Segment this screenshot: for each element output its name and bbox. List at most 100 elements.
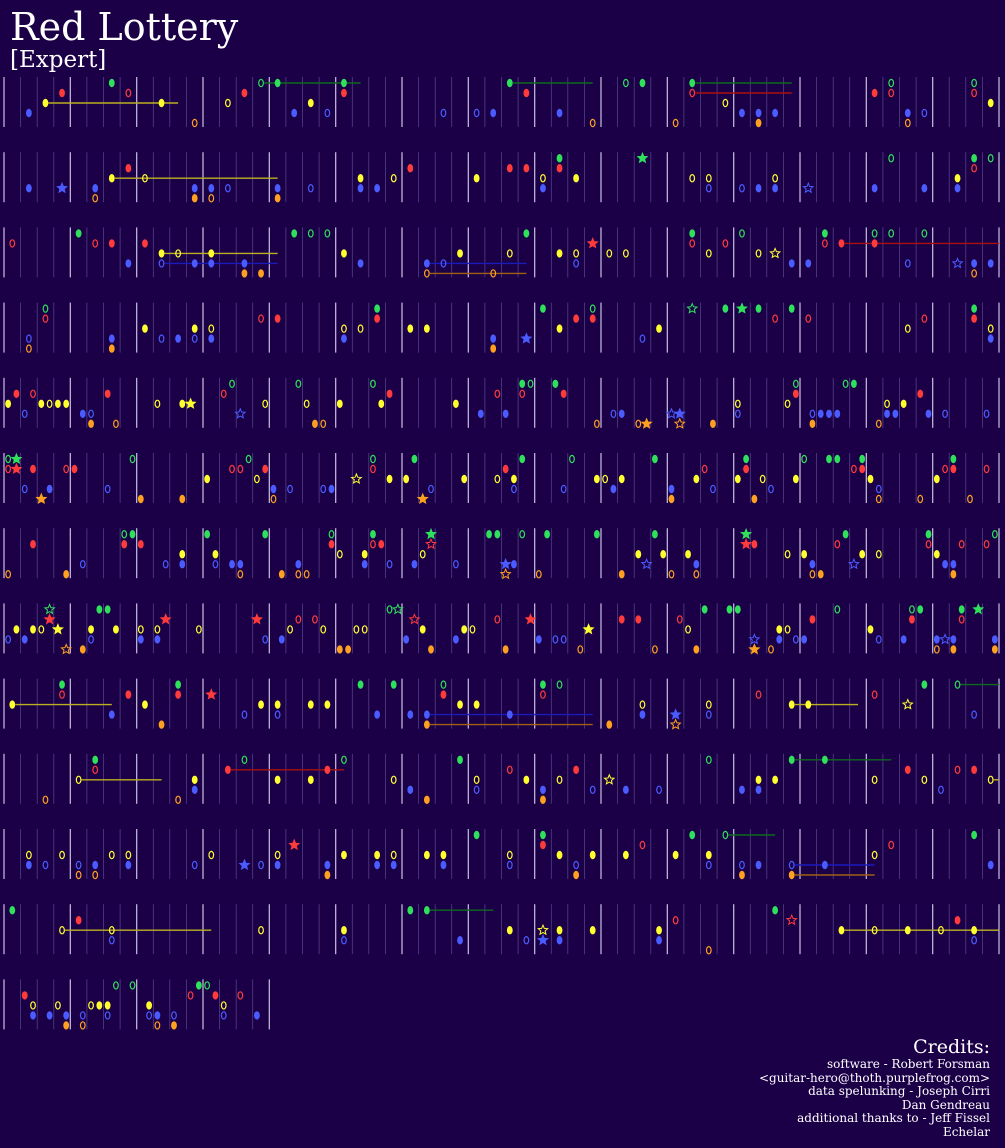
red-note [142, 239, 148, 248]
orange-note [175, 795, 182, 805]
star-note [238, 858, 251, 871]
green-note [917, 605, 924, 614]
green-note [104, 605, 111, 614]
blue-note [191, 785, 198, 795]
blue-note [589, 785, 596, 795]
red-note [440, 690, 447, 699]
yellow-note [506, 850, 513, 860]
red-note [589, 314, 596, 323]
green-note [519, 454, 526, 464]
star-note [939, 633, 952, 645]
blue-note [535, 635, 542, 644]
orange-note [875, 419, 882, 428]
blue-note [423, 259, 430, 268]
yellow-note [54, 399, 61, 408]
credit-dan-gendreau: Dan Gendreau [901, 1097, 990, 1112]
credit-data-spelunking: data spelunking - Joseph Cirri [808, 1084, 990, 1099]
yellow-note [9, 700, 16, 709]
blue-note [241, 259, 248, 268]
red-note [639, 840, 646, 850]
blue-note [987, 259, 994, 268]
green-note [772, 906, 779, 915]
yellow-note [792, 474, 799, 484]
orange-note [345, 645, 352, 654]
red-note [374, 314, 381, 323]
green-note [241, 755, 248, 765]
blue-note [710, 484, 716, 494]
yellow-note [734, 399, 741, 408]
star-note [740, 537, 753, 550]
orange-note [137, 494, 144, 504]
blue-note [291, 108, 298, 118]
yellow-note [175, 249, 182, 258]
green-note [204, 981, 211, 990]
yellow-note [137, 625, 144, 634]
blue-note [560, 484, 567, 494]
star-note [636, 151, 649, 164]
blue-note [295, 560, 302, 569]
green-note [569, 454, 575, 464]
red-note [809, 615, 816, 624]
blue-note [900, 635, 907, 644]
yellow-note [336, 550, 343, 559]
yellow-note [457, 249, 463, 258]
yellow-note [784, 550, 791, 559]
yellow-note [506, 926, 513, 935]
yellow-note [274, 700, 281, 709]
star-note [184, 397, 197, 409]
orange-note [158, 720, 165, 729]
red-note [125, 88, 132, 98]
yellow-note [274, 850, 281, 860]
blue-note [490, 108, 497, 118]
orange-note [589, 118, 596, 128]
blue-note [361, 560, 368, 569]
red-note [635, 615, 642, 624]
yellow-note [253, 474, 260, 484]
green-note [307, 229, 314, 238]
yellow-note [307, 700, 314, 709]
orange-note [817, 570, 824, 579]
red-note [21, 991, 28, 1000]
green-note [821, 229, 828, 238]
green-note [826, 454, 832, 464]
blue-note [983, 409, 990, 418]
red-note [237, 991, 244, 1000]
blue-note [208, 259, 215, 268]
star-note [159, 613, 172, 625]
blue-note [440, 108, 447, 118]
red-note [888, 840, 895, 850]
blue-note [792, 635, 799, 644]
green-note [262, 530, 269, 539]
blue-note [154, 1011, 161, 1020]
blue-note [921, 108, 928, 118]
green-note [556, 680, 563, 689]
orange-note [42, 795, 49, 805]
star-note [536, 933, 549, 946]
blue-note [21, 635, 28, 644]
blue-note [108, 710, 115, 719]
orange-note [606, 720, 613, 729]
blue-note [826, 409, 832, 418]
red-note [386, 389, 393, 398]
orange-note [651, 645, 658, 654]
blue-note [971, 936, 978, 945]
green-note [689, 830, 696, 840]
blue-note [63, 1011, 70, 1020]
blue-note [25, 108, 32, 118]
red-note [523, 88, 530, 98]
blue-note [241, 710, 248, 719]
blue-note [403, 635, 410, 644]
yellow-note [146, 1001, 153, 1010]
blue-note [324, 108, 331, 118]
yellow-note [871, 850, 878, 860]
orange-note [154, 1021, 161, 1030]
blue-note [171, 1011, 177, 1020]
star-note [748, 643, 761, 655]
orange-note [668, 570, 675, 579]
blue-note [452, 560, 459, 569]
blue-note [79, 560, 86, 569]
blue-note [904, 259, 911, 268]
red-note [30, 464, 36, 474]
blue-note [556, 108, 563, 118]
yellow-note [606, 249, 613, 258]
